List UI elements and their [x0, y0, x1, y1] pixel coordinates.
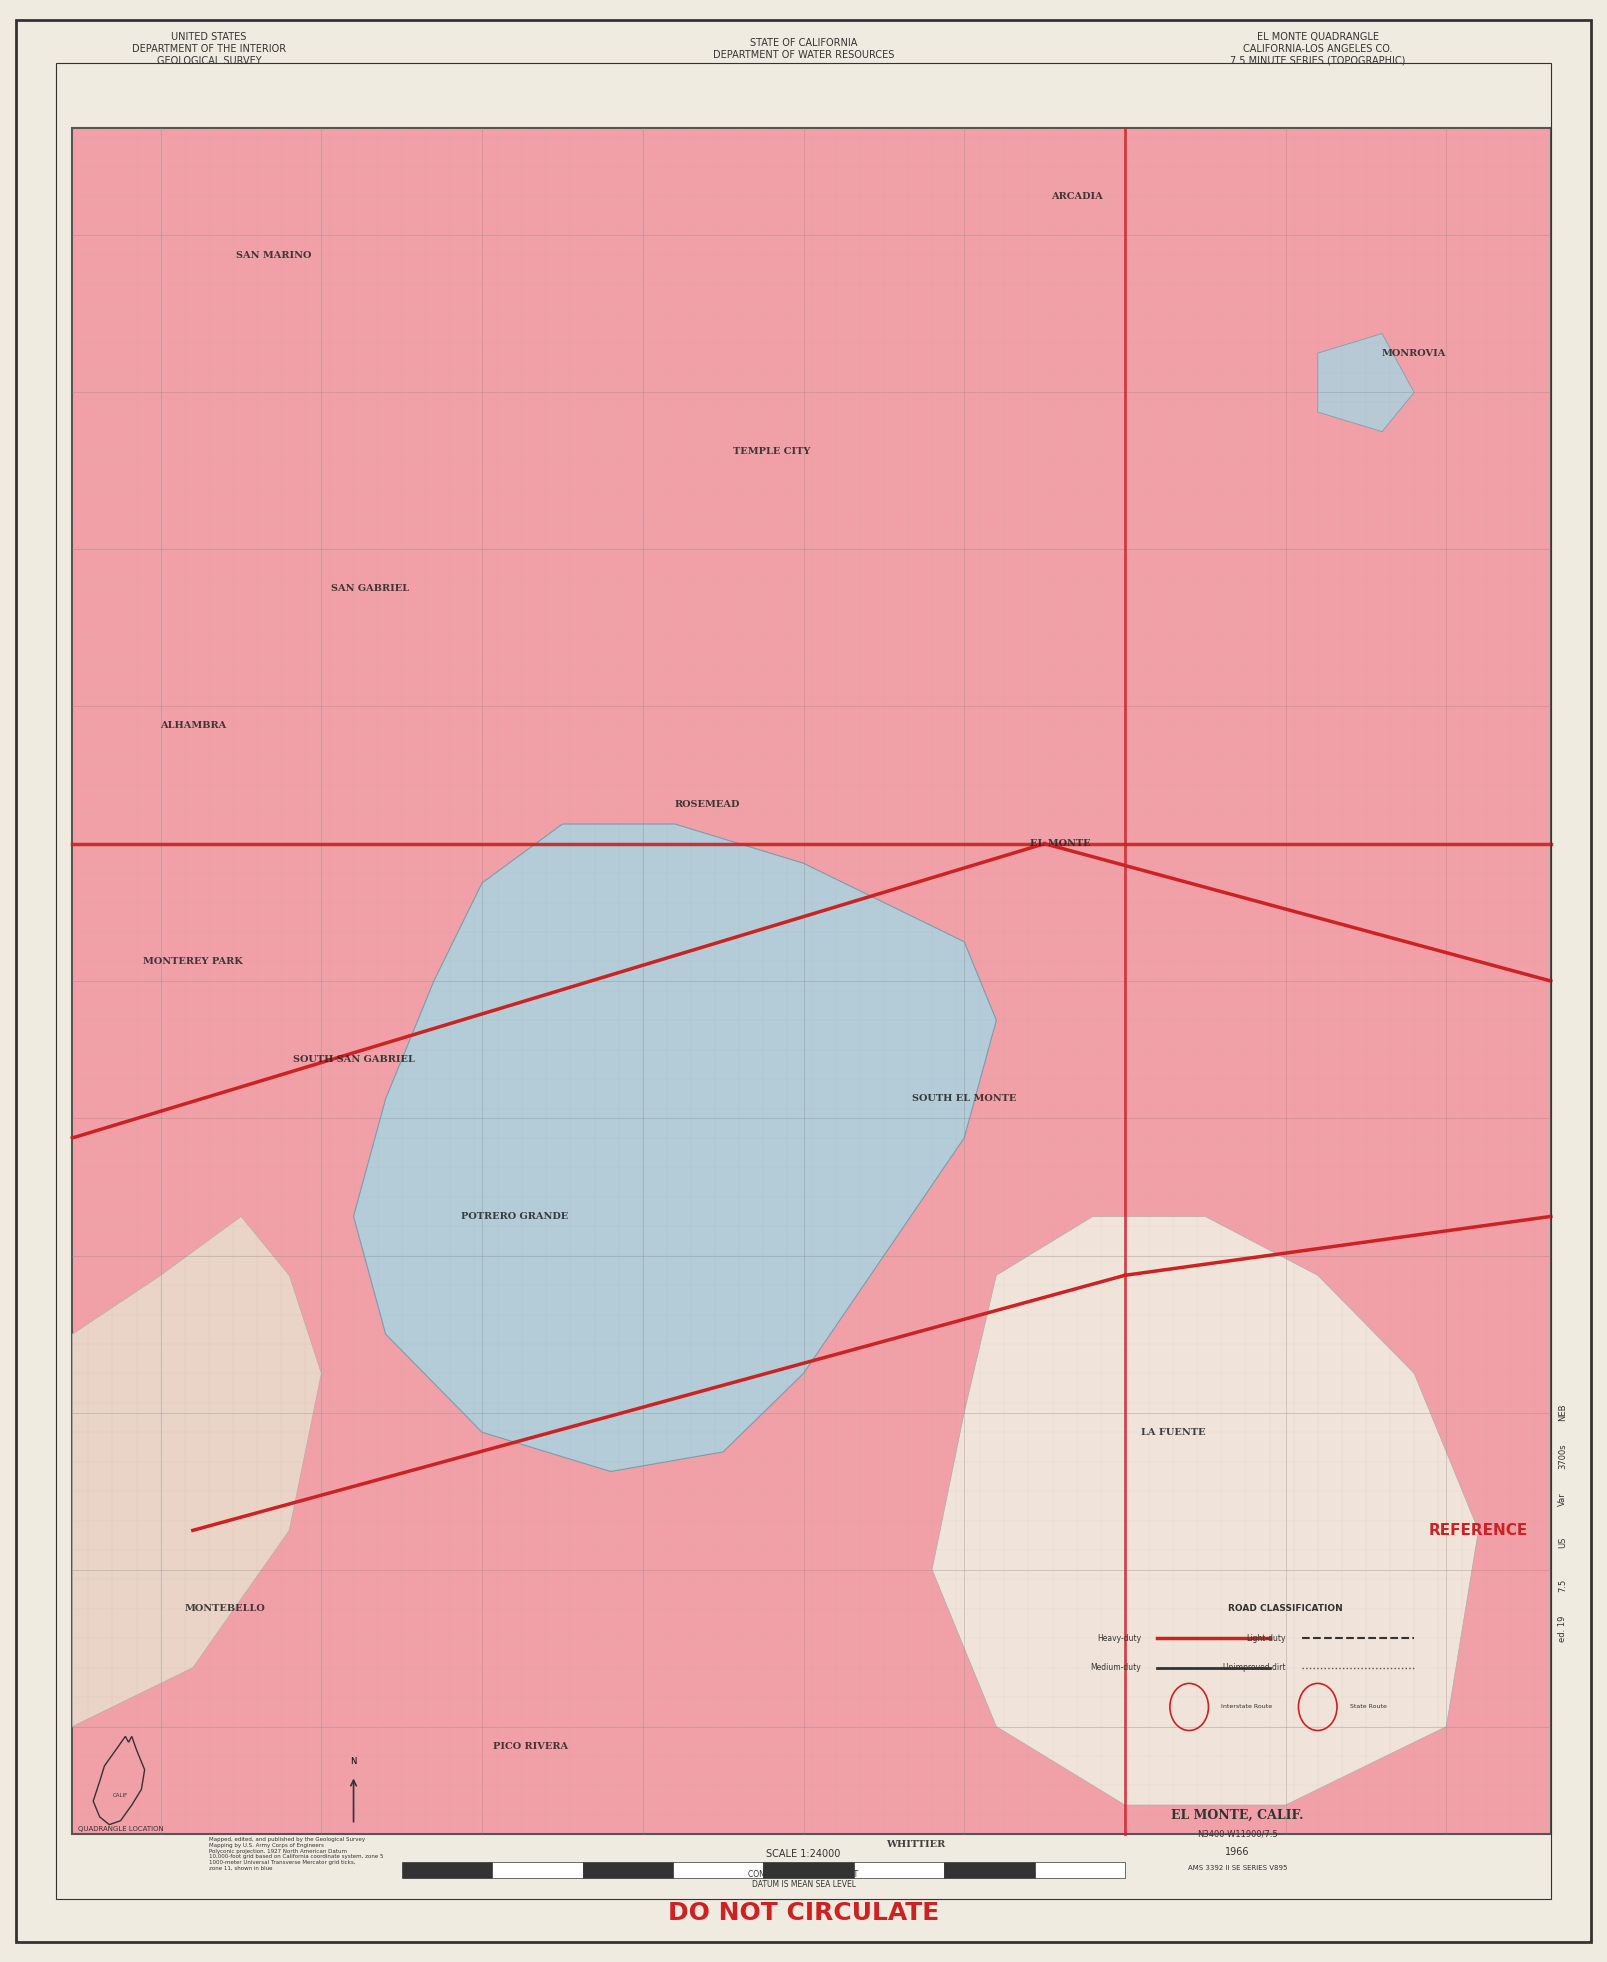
Polygon shape	[72, 1216, 321, 1727]
Text: QUADRANGLE LOCATION: QUADRANGLE LOCATION	[77, 1825, 164, 1833]
Text: STATE OF CALIFORNIA
DEPARTMENT OF WATER RESOURCES: STATE OF CALIFORNIA DEPARTMENT OF WATER …	[714, 37, 893, 61]
Bar	[943, 1862, 1035, 1878]
Text: SAN GABRIEL: SAN GABRIEL	[331, 585, 408, 593]
Bar	[1035, 1862, 1125, 1878]
Text: Heavy-duty: Heavy-duty	[1098, 1634, 1141, 1642]
Text: ROAD CLASSIFICATION: ROAD CLASSIFICATION	[1228, 1605, 1343, 1613]
Text: TEMPLE CITY: TEMPLE CITY	[733, 447, 810, 455]
Text: ARCADIA: ARCADIA	[1051, 192, 1102, 200]
Text: SOUTH SAN GABRIEL: SOUTH SAN GABRIEL	[292, 1056, 415, 1063]
Text: DO NOT CIRCULATE: DO NOT CIRCULATE	[669, 1901, 938, 1925]
Text: Medium-duty: Medium-duty	[1090, 1664, 1141, 1672]
Polygon shape	[1318, 334, 1414, 432]
Text: US: US	[1557, 1536, 1567, 1548]
Text: SAN MARINO: SAN MARINO	[236, 251, 310, 259]
Text: LA FUENTE: LA FUENTE	[1141, 1428, 1205, 1436]
Text: PICO RIVERA: PICO RIVERA	[493, 1742, 567, 1750]
Bar	[72, 128, 1551, 1834]
Text: State Route: State Route	[1350, 1705, 1387, 1709]
Text: MONTEREY PARK: MONTEREY PARK	[143, 957, 243, 965]
Text: Mapped, edited, and published by the Geological Survey
Mapping by U.S. Army Corp: Mapped, edited, and published by the Geo…	[209, 1836, 384, 1872]
Text: Interstate Route: Interstate Route	[1221, 1705, 1273, 1709]
Text: ALHAMBRA: ALHAMBRA	[159, 722, 227, 730]
Text: NEB: NEB	[1557, 1405, 1567, 1420]
Text: EL MONTE: EL MONTE	[1030, 840, 1091, 848]
Text: 3700s: 3700s	[1557, 1442, 1567, 1470]
Text: AMS 3392 II SE SERIES V895: AMS 3392 II SE SERIES V895	[1188, 1864, 1287, 1872]
Text: ROSEMEAD: ROSEMEAD	[675, 800, 739, 808]
Bar	[853, 1862, 945, 1878]
Bar	[763, 1862, 853, 1878]
Text: Light-duty: Light-duty	[1245, 1634, 1286, 1642]
Text: 1966: 1966	[1225, 1846, 1250, 1858]
Text: SOUTH EL MONTE: SOUTH EL MONTE	[913, 1095, 1016, 1103]
Text: Unimproved dirt: Unimproved dirt	[1223, 1664, 1286, 1672]
Text: ed. 19: ed. 19	[1557, 1615, 1567, 1642]
Text: SCALE 1:24000: SCALE 1:24000	[767, 1848, 840, 1860]
Text: REFERENCE: REFERENCE	[1429, 1523, 1528, 1538]
Text: WHITTIER: WHITTIER	[887, 1840, 945, 1848]
Text: CONTOUR INTERVAL 25 FEET
DATUM IS MEAN SEA LEVEL: CONTOUR INTERVAL 25 FEET DATUM IS MEAN S…	[749, 1870, 858, 1889]
Text: MONROVIA: MONROVIA	[1382, 349, 1446, 357]
Text: EL MONTE, CALIF.: EL MONTE, CALIF.	[1172, 1809, 1303, 1821]
Text: UNITED STATES
DEPARTMENT OF THE INTERIOR
GEOLOGICAL SURVEY: UNITED STATES DEPARTMENT OF THE INTERIOR…	[132, 33, 286, 65]
Text: MONTEBELLO: MONTEBELLO	[185, 1605, 265, 1613]
Text: EL MONTE QUADRANGLE
CALIFORNIA-LOS ANGELES CO.
7.5 MINUTE SERIES (TOPOGRAPHIC): EL MONTE QUADRANGLE CALIFORNIA-LOS ANGEL…	[1229, 33, 1406, 65]
Bar	[492, 1862, 582, 1878]
Text: Var: Var	[1557, 1491, 1567, 1507]
Text: POTRERO GRANDE: POTRERO GRANDE	[461, 1213, 567, 1220]
Polygon shape	[354, 824, 996, 1472]
Bar	[673, 1862, 763, 1878]
Text: N3400-W11900/7.5: N3400-W11900/7.5	[1197, 1831, 1278, 1838]
Polygon shape	[932, 1216, 1478, 1805]
Text: N: N	[350, 1756, 357, 1766]
Text: CALIF: CALIF	[112, 1793, 129, 1797]
Text: 7.5: 7.5	[1557, 1579, 1567, 1591]
Bar	[402, 1862, 492, 1878]
Bar	[582, 1862, 673, 1878]
